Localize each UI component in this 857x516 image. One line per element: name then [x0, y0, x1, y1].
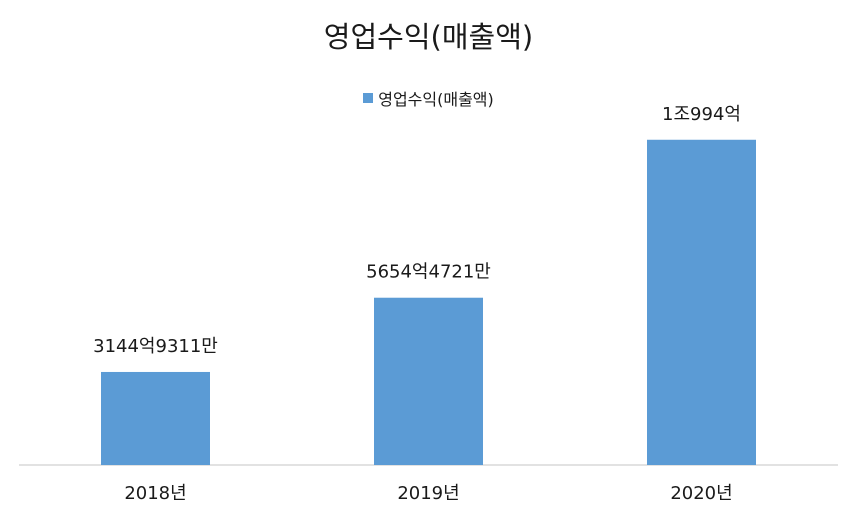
- legend-swatch: [363, 93, 374, 103]
- data-label-2019년: 5654억4721만: [366, 262, 491, 283]
- legend-label: 영업수익(매출액): [378, 90, 494, 109]
- data-label-2018년: 3144억9311만: [93, 336, 218, 357]
- bar-2019년: [374, 297, 483, 465]
- bar-2020년: [647, 139, 756, 465]
- x-tick-label-2020년: 2020년: [670, 483, 732, 504]
- x-tick-label-2018년: 2018년: [124, 483, 186, 504]
- chart-title: 영업수익(매출액): [323, 20, 534, 54]
- legend: 영업수익(매출액): [0, 86, 857, 110]
- x-tick-label-2019년: 2019년: [397, 483, 459, 504]
- bar-2018년: [101, 371, 210, 465]
- data-label-2020년: 1조994억: [662, 104, 741, 125]
